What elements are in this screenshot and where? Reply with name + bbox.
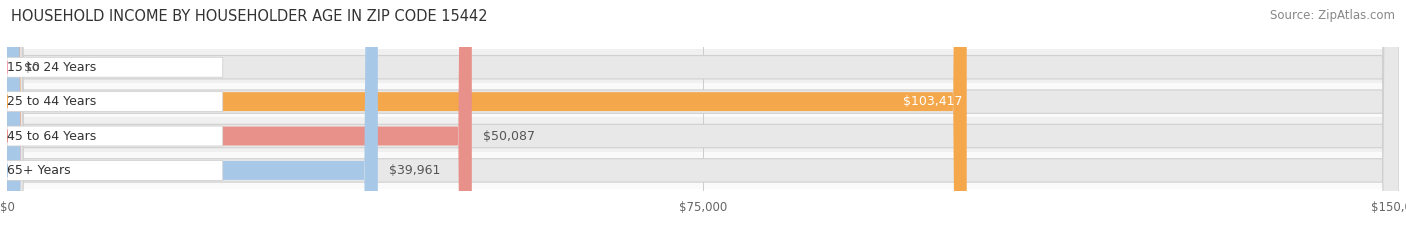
- Text: $0: $0: [24, 61, 39, 74]
- Text: HOUSEHOLD INCOME BY HOUSEHOLDER AGE IN ZIP CODE 15442: HOUSEHOLD INCOME BY HOUSEHOLDER AGE IN Z…: [11, 9, 488, 24]
- FancyBboxPatch shape: [7, 161, 222, 180]
- Text: 45 to 64 Years: 45 to 64 Years: [7, 130, 96, 143]
- Bar: [7, 117, 1399, 155]
- FancyBboxPatch shape: [7, 0, 472, 233]
- Text: $50,087: $50,087: [482, 130, 534, 143]
- Bar: [7, 83, 1399, 120]
- FancyBboxPatch shape: [7, 0, 967, 233]
- Text: Source: ZipAtlas.com: Source: ZipAtlas.com: [1270, 9, 1395, 22]
- FancyBboxPatch shape: [7, 0, 378, 233]
- Text: 25 to 44 Years: 25 to 44 Years: [7, 95, 96, 108]
- FancyBboxPatch shape: [7, 0, 1399, 233]
- Text: $39,961: $39,961: [389, 164, 440, 177]
- FancyBboxPatch shape: [7, 0, 1399, 233]
- FancyBboxPatch shape: [7, 57, 222, 77]
- Bar: [7, 152, 1399, 189]
- FancyBboxPatch shape: [7, 126, 222, 146]
- FancyBboxPatch shape: [7, 0, 1399, 233]
- FancyBboxPatch shape: [7, 0, 1399, 233]
- Text: 65+ Years: 65+ Years: [7, 164, 70, 177]
- Text: $103,417: $103,417: [903, 95, 963, 108]
- Text: 15 to 24 Years: 15 to 24 Years: [7, 61, 96, 74]
- Bar: [7, 48, 1399, 86]
- FancyBboxPatch shape: [7, 92, 222, 112]
